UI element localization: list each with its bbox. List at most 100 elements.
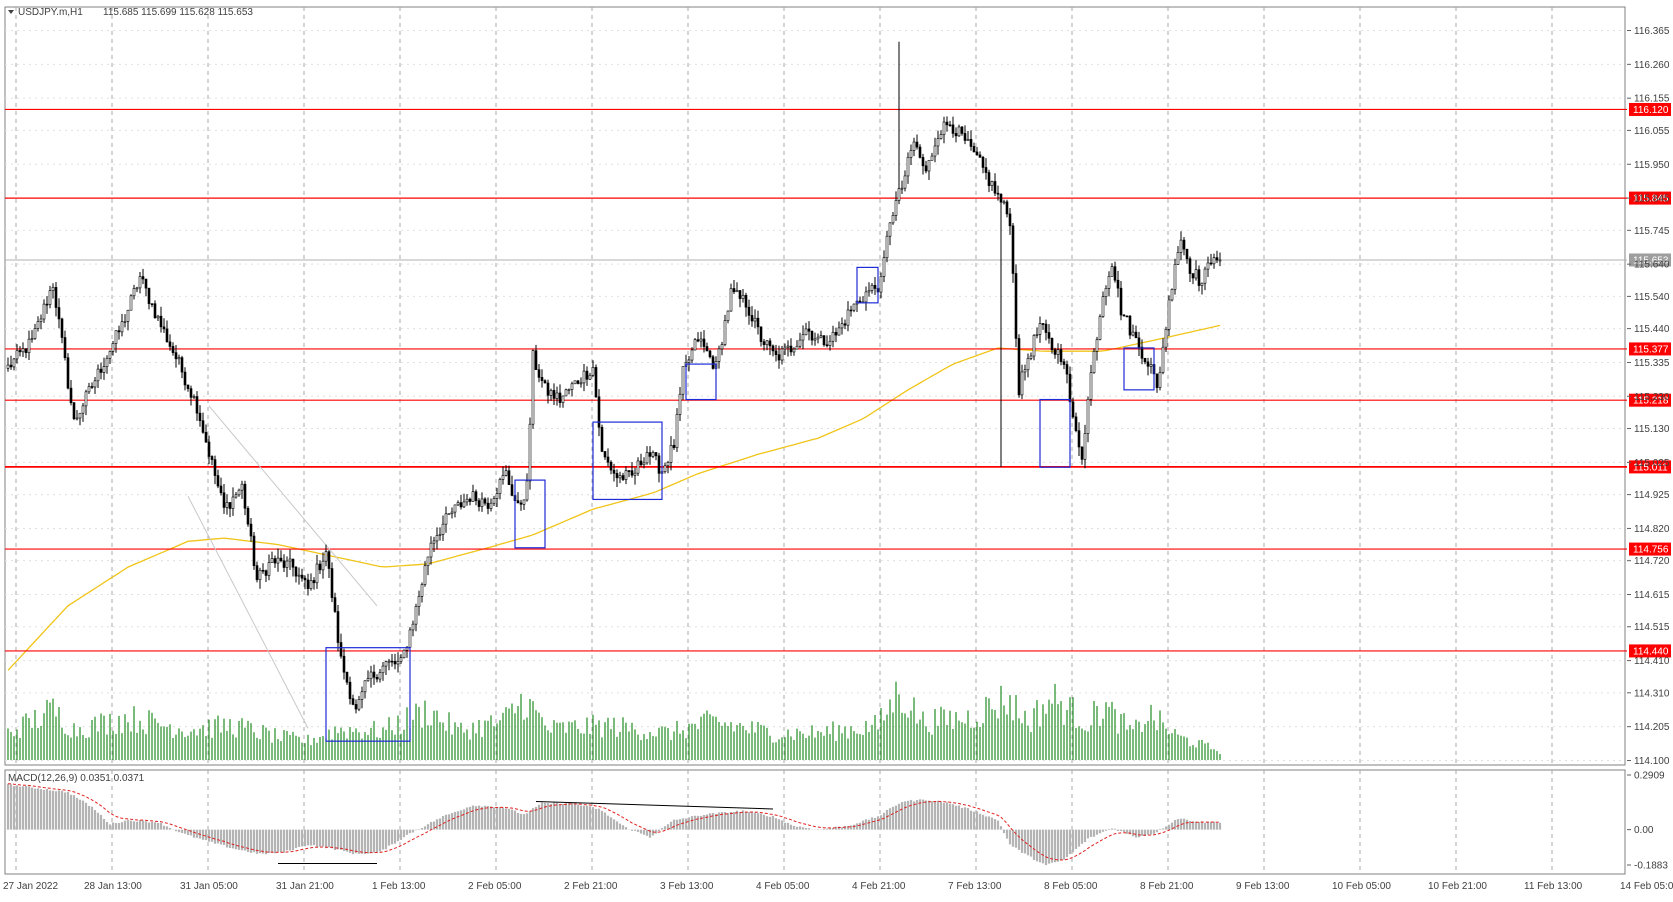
candle-body xyxy=(747,306,751,316)
candle-body xyxy=(288,558,292,562)
candle-body xyxy=(1206,262,1210,270)
candle-body xyxy=(15,350,19,360)
candle-body xyxy=(576,380,580,384)
candle-body xyxy=(1044,323,1048,333)
candle-body xyxy=(639,460,643,466)
candle-body xyxy=(1092,350,1096,374)
candle-body xyxy=(720,344,724,350)
candle-body xyxy=(1038,323,1042,335)
candle-body xyxy=(1179,239,1183,253)
candle-body xyxy=(1047,332,1051,339)
candle-body xyxy=(495,493,499,499)
candle-body xyxy=(894,200,898,216)
candle-body xyxy=(1065,364,1069,375)
candle-body xyxy=(753,317,757,322)
candle-body xyxy=(945,121,949,126)
candle-body xyxy=(303,577,307,581)
candle-body xyxy=(300,574,304,579)
candle-body xyxy=(1134,331,1138,339)
candle-body xyxy=(174,352,178,360)
candle-body xyxy=(324,551,328,562)
candlesticks xyxy=(6,41,1222,714)
candle-body xyxy=(102,366,106,373)
candle-body xyxy=(261,569,265,572)
candle-body xyxy=(291,558,295,568)
price-tick-label: 115.440 xyxy=(1634,324,1670,335)
trendline xyxy=(187,495,309,729)
candle-body xyxy=(834,331,838,336)
candle-body xyxy=(579,382,583,385)
candle-body xyxy=(618,475,622,479)
candle-body xyxy=(39,318,43,322)
candle-body xyxy=(117,330,121,333)
candle-body xyxy=(1173,263,1177,290)
candle-body xyxy=(1146,361,1150,367)
trendlines[interactable] xyxy=(187,405,378,729)
candle-body xyxy=(378,672,382,680)
candle-body xyxy=(336,611,340,643)
candle-body xyxy=(573,380,577,385)
candle-body xyxy=(570,383,574,390)
candle-body xyxy=(642,462,646,466)
candle-body xyxy=(594,367,598,398)
candle-body xyxy=(909,150,913,158)
candle-body xyxy=(360,691,364,700)
candle-body xyxy=(597,396,601,428)
candle-body xyxy=(153,303,157,319)
macd-tick-label: -0.1883 xyxy=(1634,861,1668,872)
candle-body xyxy=(645,452,649,464)
zone-boxes[interactable] xyxy=(325,266,1155,742)
candle-body xyxy=(537,369,541,378)
price-tick-label: 114.925 xyxy=(1634,490,1670,501)
level-label-bg xyxy=(1629,542,1671,556)
candle-body xyxy=(1149,364,1153,367)
horizontal-levels[interactable]: 116.120 115.845 115.377 115.218 115.011 114.7… xyxy=(5,102,1671,658)
candle-body xyxy=(306,579,310,589)
candle-body xyxy=(1194,269,1198,279)
price-tick-label: 114.100 xyxy=(1634,756,1670,767)
candle-body xyxy=(666,462,670,467)
candle-body xyxy=(468,498,472,502)
candle-body xyxy=(759,326,763,342)
candle-body xyxy=(258,569,262,581)
symbol-dropdown-icon[interactable] xyxy=(8,10,14,14)
candle-body xyxy=(897,188,901,201)
candle-body xyxy=(1107,276,1111,289)
candle-body xyxy=(96,368,100,382)
candle-body xyxy=(1200,282,1204,286)
zone-box xyxy=(514,479,546,549)
candle-body xyxy=(903,175,907,189)
candle-body xyxy=(804,328,808,336)
candle-body xyxy=(549,390,553,396)
symbol-label[interactable]: USDJPY.m,H1 xyxy=(18,7,83,18)
candle-body xyxy=(738,290,742,299)
candle-body xyxy=(600,426,604,452)
candle-body xyxy=(390,660,394,663)
candle-body xyxy=(87,386,91,393)
candle-body xyxy=(438,534,442,536)
level-label-bg xyxy=(1629,102,1671,116)
price-tick-label: 114.820 xyxy=(1634,524,1670,535)
time-label: 28 Jan 13:00 xyxy=(84,881,142,892)
candle-body xyxy=(1056,349,1060,355)
candle-body xyxy=(195,396,199,414)
candle-body xyxy=(531,350,535,425)
candle-body xyxy=(120,321,124,333)
candle-body xyxy=(444,513,448,525)
candle-body xyxy=(1074,416,1078,431)
candle-body xyxy=(534,350,538,370)
candle-body xyxy=(789,345,793,353)
candle-body xyxy=(165,328,169,343)
candle-body xyxy=(1185,248,1189,260)
candle-body xyxy=(30,338,34,340)
candle-body xyxy=(213,459,217,476)
candle-body xyxy=(156,315,160,319)
candle-body xyxy=(45,303,49,306)
candle-body xyxy=(216,475,220,487)
candle-body xyxy=(1161,346,1165,373)
macd-label: MACD(12,26,9) 0.0351 0.0371 xyxy=(8,773,145,784)
candle-body xyxy=(651,452,655,457)
candle-body xyxy=(162,326,166,330)
